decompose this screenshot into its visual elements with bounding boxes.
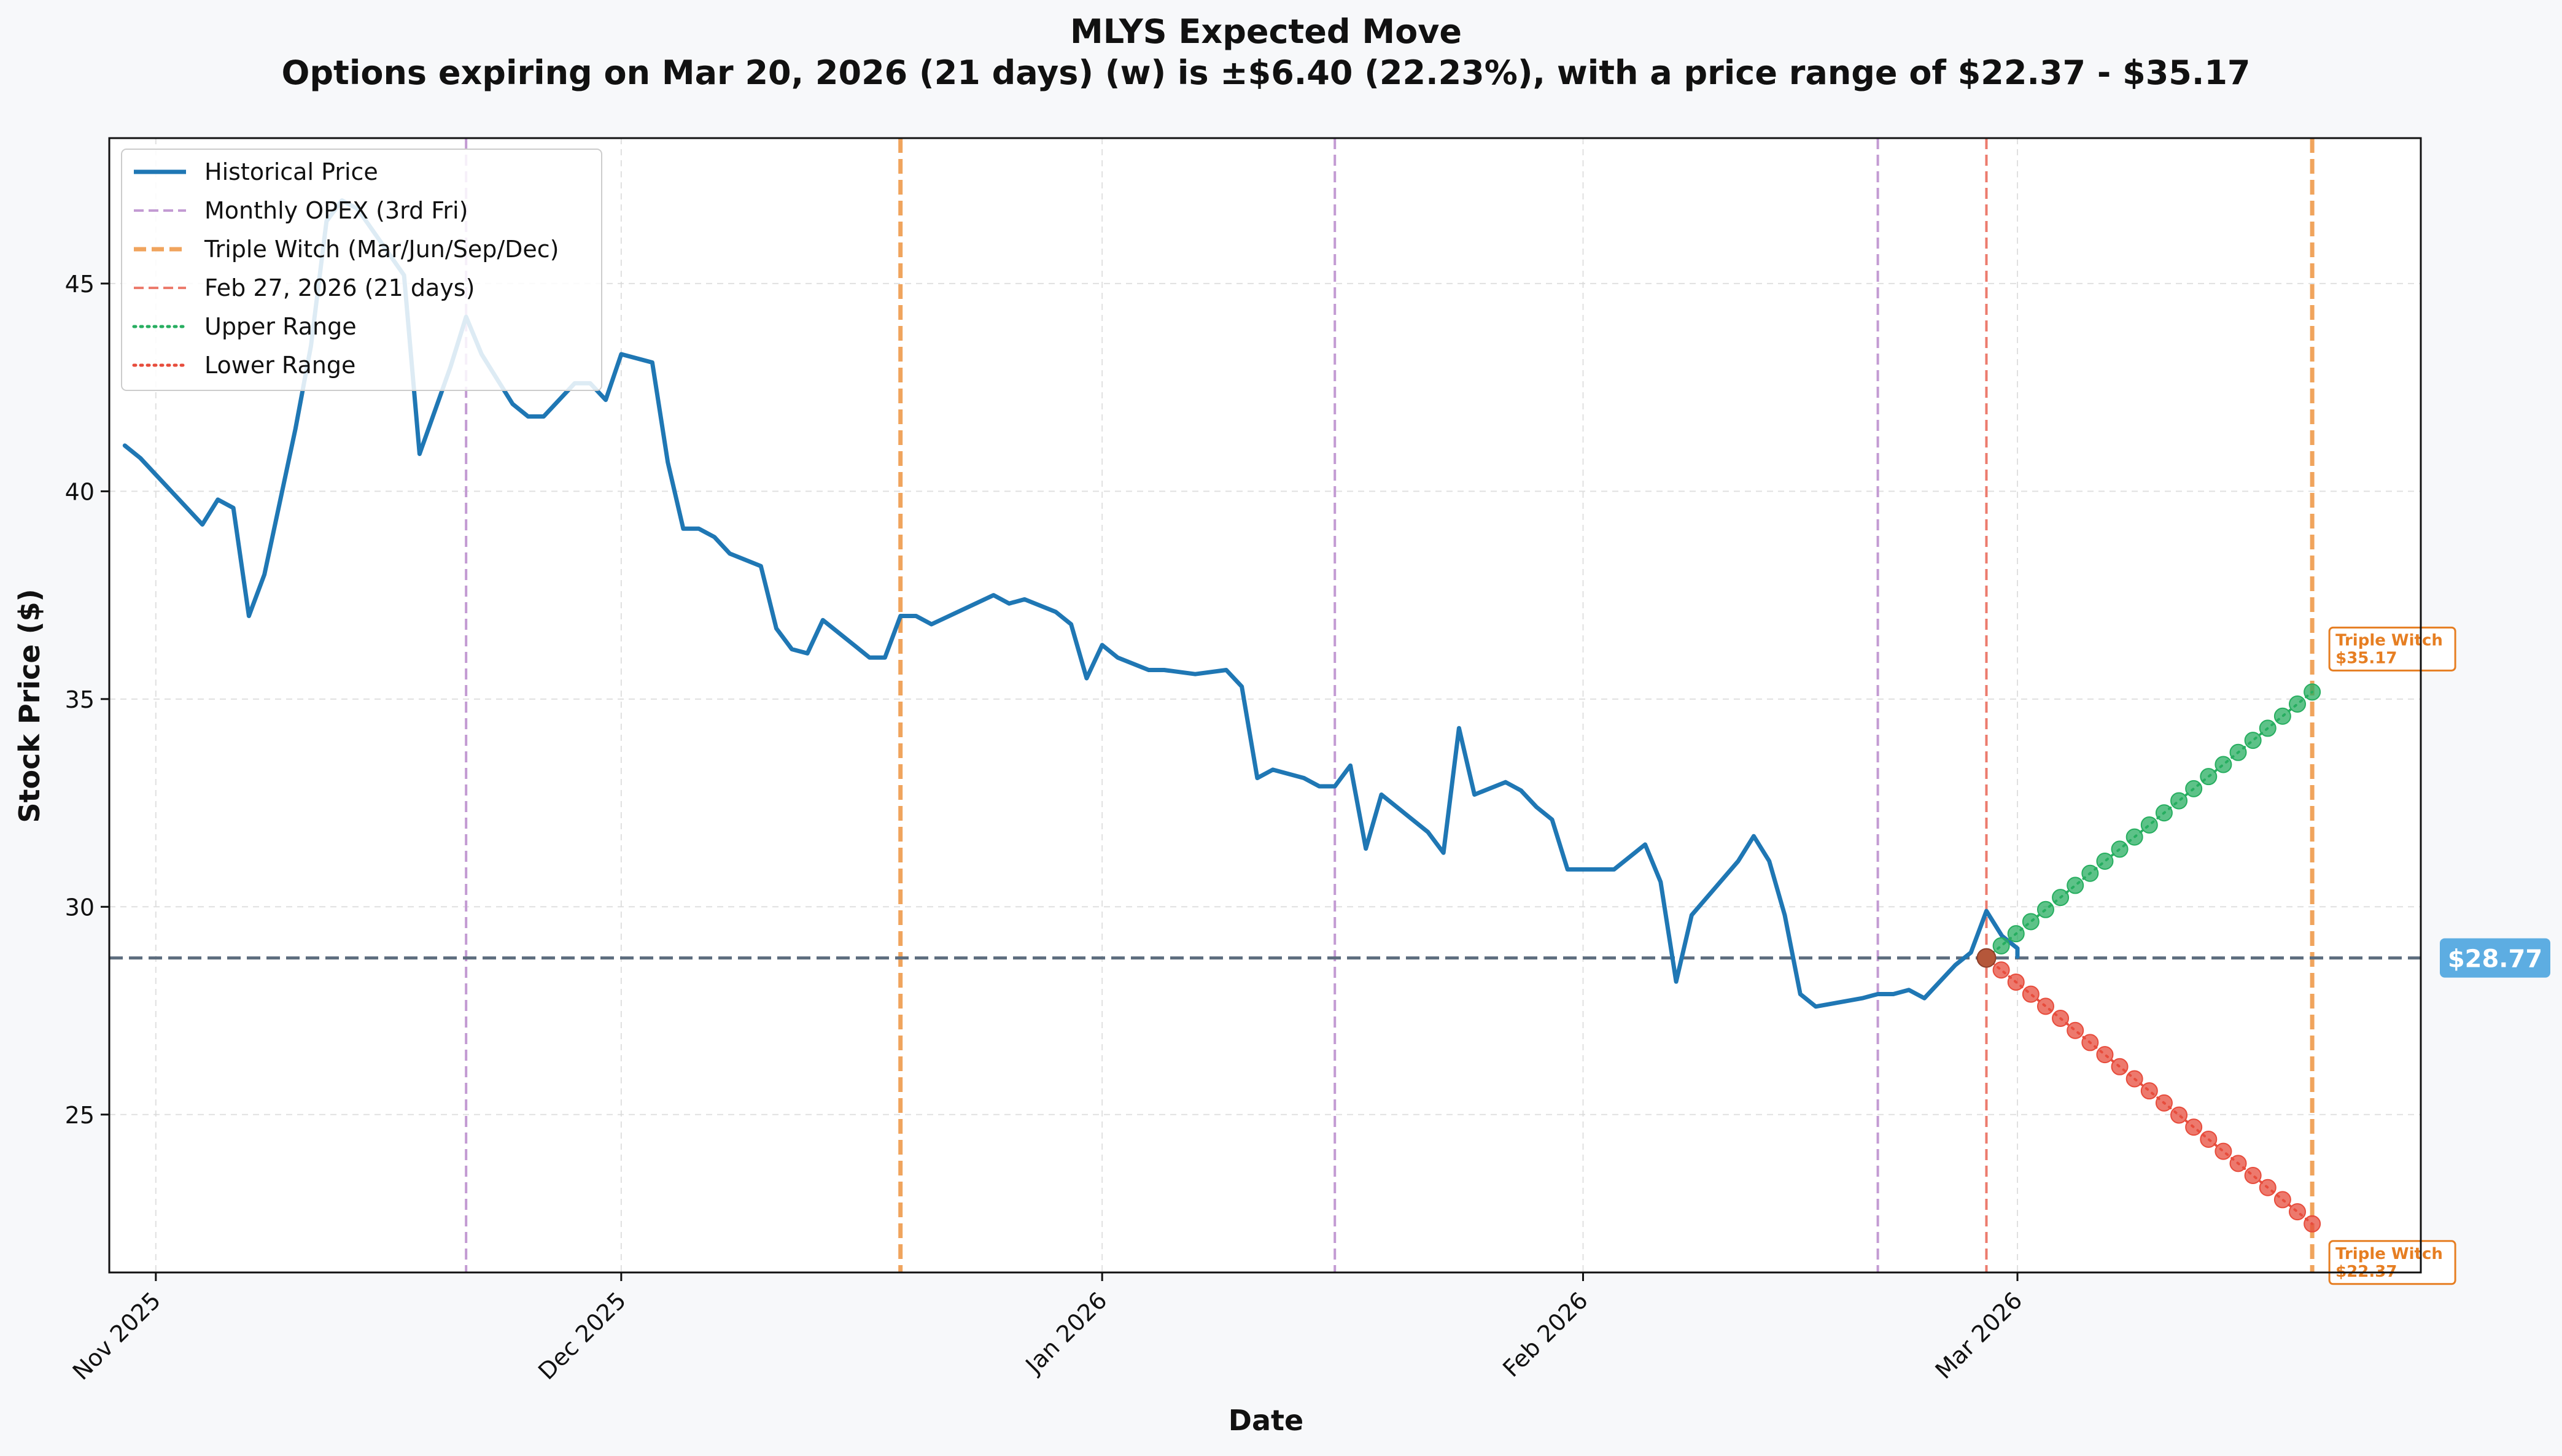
lower-range-marker — [2259, 1179, 2277, 1196]
lower-range-marker — [2036, 997, 2054, 1015]
triple-witch-annotation: Triple Witch$35.17 — [2328, 626, 2456, 672]
upper-range-marker — [2052, 889, 2070, 907]
upper-range-marker — [2215, 756, 2232, 773]
upper-range-marker — [2096, 853, 2114, 870]
lower-range-marker — [2244, 1167, 2262, 1185]
upper-range-marker — [2022, 913, 2040, 931]
lower-range-marker — [2140, 1082, 2158, 1100]
upper-range-marker — [2007, 925, 2025, 943]
upper-range-marker — [2289, 695, 2307, 713]
current-price-badge-label: $28.77 — [2448, 945, 2542, 974]
upper-range-marker — [2185, 780, 2203, 797]
current-price-marker — [1976, 948, 1997, 968]
lower-range-marker — [2052, 1010, 2070, 1028]
lower-range-marker — [2081, 1034, 2099, 1051]
annotation-value: $35.17 — [2335, 649, 2397, 667]
lower-range-marker — [2007, 973, 2025, 991]
upper-range-marker — [2155, 804, 2173, 822]
legend-label: Lower Range — [204, 352, 355, 379]
lower-range-marker — [2170, 1106, 2188, 1124]
y-tick-label: 45 — [65, 271, 95, 298]
upper-range-marker — [2244, 732, 2262, 749]
lower-range-marker — [2229, 1155, 2247, 1172]
lower-range-marker — [2096, 1046, 2114, 1064]
y-tick-label: 35 — [65, 686, 95, 713]
lower-range-marker — [2304, 1215, 2321, 1233]
y-tick-label: 30 — [65, 894, 95, 921]
upper-range-marker — [2170, 792, 2188, 810]
x-axis-label: Date — [1229, 1404, 1303, 1437]
lower-range-marker — [2289, 1203, 2307, 1221]
y-tick-label: 25 — [65, 1102, 95, 1129]
triple-witch-annotation: Triple Witch$22.37 — [2328, 1240, 2456, 1285]
upper-range-marker — [2036, 900, 2054, 918]
lower-range-marker — [2185, 1118, 2203, 1136]
upper-range-marker — [2200, 768, 2218, 786]
chart-title: MLYS Expected Move — [1070, 12, 1462, 51]
y-axis-label: Stock Price ($) — [13, 589, 46, 823]
upper-range-marker — [2111, 840, 2129, 858]
annotation-box — [2328, 626, 2456, 672]
legend-label: Triple Witch (Mar/Jun/Sep/Dec) — [204, 236, 559, 263]
y-tick-label: 40 — [65, 478, 95, 505]
axes-frame — [108, 137, 2422, 1274]
lower-range-marker — [2155, 1094, 2173, 1112]
lower-range-marker — [2273, 1191, 2291, 1209]
upper-range-marker — [2273, 707, 2291, 725]
upper-range-marker — [1992, 937, 2010, 955]
upper-range-marker — [2304, 683, 2321, 701]
legend-label: Feb 27, 2026 (21 days) — [204, 274, 475, 301]
legend: Historical Price Monthly OPEX (3rd Fri) Tr… — [121, 149, 602, 391]
upper-range-marker — [2067, 877, 2084, 894]
legend-label: Historical Price — [204, 158, 378, 185]
lower-range-marker — [2215, 1142, 2232, 1160]
legend-box — [121, 149, 602, 391]
lower-range-marker — [2200, 1130, 2218, 1148]
lower-range-marker — [2125, 1070, 2143, 1088]
current-price-badge — [2440, 938, 2550, 978]
lower-range-marker — [1992, 961, 2010, 979]
annotation-label: Triple Witch — [2335, 1245, 2443, 1263]
upper-range-marker — [2125, 828, 2143, 846]
upper-range-marker — [2259, 719, 2277, 737]
legend-label: Monthly OPEX (3rd Fri) — [204, 197, 468, 224]
legend-label: Upper Range — [204, 313, 357, 340]
lower-range-marker — [2111, 1058, 2129, 1075]
lower-range-marker — [2067, 1021, 2084, 1039]
chart-subtitle: Options expiring on Mar 20, 2026 (21 day… — [281, 53, 2250, 92]
lower-range-marker — [2022, 985, 2040, 1003]
upper-range-marker — [2081, 864, 2099, 882]
upper-range-marker — [2140, 816, 2158, 834]
upper-range-marker — [2229, 743, 2247, 761]
annotation-label: Triple Witch — [2335, 631, 2443, 649]
